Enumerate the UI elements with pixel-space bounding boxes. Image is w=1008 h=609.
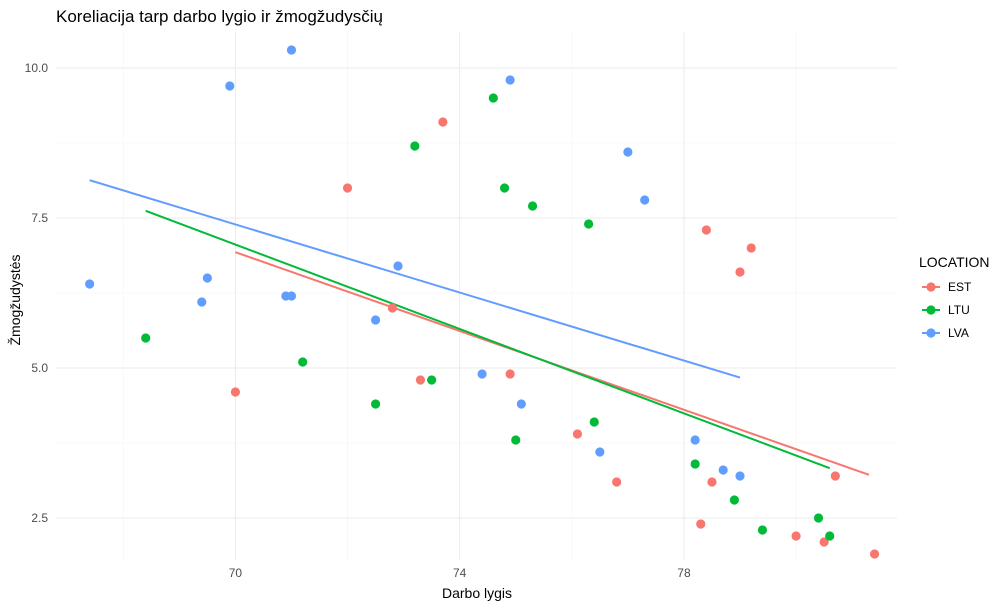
- data-point-est: [819, 537, 829, 547]
- data-point-ltu: [488, 93, 498, 103]
- data-point-lva: [623, 147, 633, 157]
- x-tick-label: 78: [677, 566, 691, 580]
- data-point-lva: [85, 279, 95, 289]
- x-tick-label: 70: [229, 566, 243, 580]
- data-point-ltu: [141, 333, 151, 343]
- data-point-lva: [516, 399, 526, 409]
- legend-key-point: [926, 328, 936, 338]
- data-point-est: [701, 225, 711, 235]
- x-axis-label: Darbo lygis: [442, 585, 512, 601]
- data-point-est: [707, 477, 717, 487]
- data-point-lva: [690, 435, 700, 445]
- data-point-lva: [718, 465, 728, 475]
- chart-title: Koreliacija tarp darbo lygio ir žmogžudy…: [56, 7, 383, 26]
- data-point-est: [438, 117, 448, 127]
- data-point-est: [830, 471, 840, 481]
- data-point-lva: [595, 447, 605, 457]
- data-point-ltu: [729, 495, 740, 505]
- data-point-lva: [393, 261, 403, 271]
- data-point-lva: [505, 75, 515, 85]
- data-point-ltu: [813, 513, 824, 523]
- data-point-lva: [477, 369, 487, 379]
- data-point-est: [612, 477, 622, 487]
- data-point-ltu: [370, 399, 381, 409]
- grid-lines: [56, 32, 897, 560]
- trend-lines: [89, 179, 870, 476]
- data-point-est: [387, 303, 397, 313]
- data-point-est: [342, 183, 353, 193]
- data-point-lva: [286, 291, 297, 301]
- data-point-lva: [370, 315, 381, 325]
- data-point-lva: [640, 195, 650, 205]
- data-point-lva: [202, 273, 212, 283]
- legend-key-point: [926, 282, 936, 292]
- legend-title: LOCATION: [919, 254, 990, 270]
- data-point-ltu: [298, 357, 308, 367]
- data-point-est: [746, 243, 756, 253]
- data-point-est: [230, 387, 241, 397]
- data-point-ltu: [825, 531, 835, 541]
- trend-line-lva: [89, 179, 741, 379]
- data-point-ltu: [511, 435, 521, 445]
- data-point-est: [415, 375, 426, 385]
- data-point-ltu: [410, 141, 420, 151]
- data-point-ltu: [427, 375, 437, 385]
- data-point-lva: [225, 81, 235, 91]
- legend-key-point: [926, 305, 936, 315]
- data-point-ltu: [584, 219, 594, 229]
- y-tick-labels: 2.5 5.0 7.5 10.0: [25, 61, 49, 525]
- y-tick-label: 10.0: [25, 61, 49, 75]
- legend-label: EST: [948, 280, 972, 294]
- data-point-ltu: [589, 417, 599, 427]
- data-point-est: [505, 369, 515, 379]
- x-tick-labels: 70 74 78: [229, 566, 691, 580]
- data-point-est: [735, 267, 745, 277]
- data-points: [85, 45, 880, 559]
- data-point-est: [869, 549, 880, 559]
- y-tick-label: 2.5: [31, 511, 48, 525]
- data-point-lva: [197, 297, 207, 307]
- data-point-ltu: [527, 201, 538, 211]
- data-point-lva: [286, 45, 297, 55]
- data-point-ltu: [499, 183, 510, 193]
- data-point-est: [696, 519, 706, 529]
- data-point-lva: [735, 471, 745, 481]
- y-tick-label: 7.5: [31, 211, 48, 225]
- data-point-ltu: [690, 459, 700, 469]
- x-tick-label: 74: [453, 566, 467, 580]
- legend-label: LVA: [948, 326, 969, 340]
- data-point-est: [572, 429, 583, 439]
- legend-label: LTU: [948, 303, 970, 317]
- y-tick-label: 5.0: [31, 361, 48, 375]
- trend-line-ltu: [145, 209, 831, 470]
- legend: LOCATION EST LTU LVA: [919, 254, 990, 340]
- y-axis-label: Žmogžudystės: [7, 254, 23, 345]
- data-point-ltu: [757, 525, 768, 535]
- data-point-est: [791, 531, 801, 541]
